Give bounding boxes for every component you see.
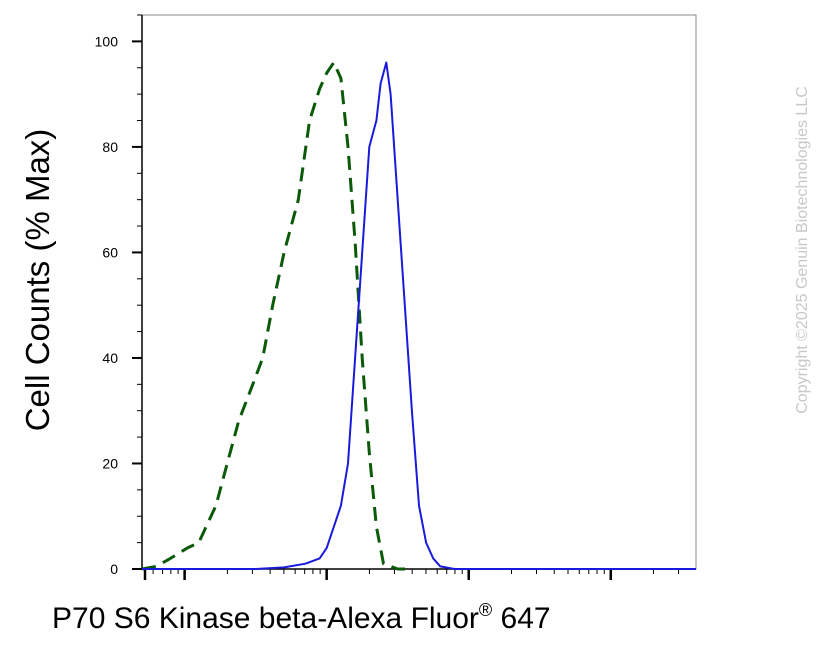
x-axis-label: P70 S6 Kinase beta-Alexa Fluor® 647	[52, 600, 551, 636]
y-ticks: 0 20 40 60 80 100	[95, 14, 142, 577]
copyright-watermark: Copyright ©2025 Genuin Biotechnologies L…	[794, 86, 811, 414]
y-tick-label: 40	[102, 350, 118, 366]
y-tick-label: 100	[95, 33, 119, 49]
series-line-1	[141, 61, 412, 571]
series-group	[141, 61, 696, 571]
y-tick-label: 60	[102, 244, 118, 260]
y-tick-label: 20	[102, 455, 118, 471]
plot-frame	[141, 14, 697, 570]
y-tick-label: 80	[102, 139, 118, 155]
registered-mark: ®	[478, 600, 493, 620]
x-ticks	[143, 569, 680, 580]
series-line-2	[142, 61, 696, 570]
y-tick-label: 0	[110, 561, 118, 577]
y-axis-label: Cell Counts (% Max)	[19, 128, 56, 432]
x-axis-label-suffix: 647	[500, 602, 551, 635]
x-axis-label-text: P70 S6 Kinase beta-Alexa Fluor	[52, 602, 479, 635]
